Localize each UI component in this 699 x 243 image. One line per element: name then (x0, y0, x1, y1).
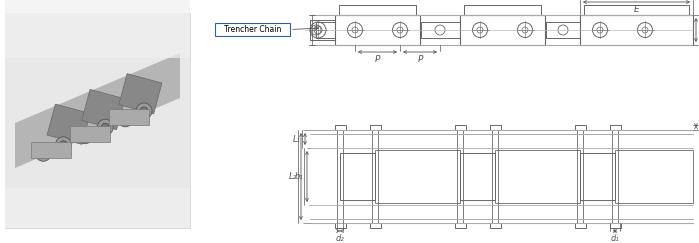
Bar (489, 223, 500, 228)
Polygon shape (15, 53, 180, 168)
Text: d₁: d₁ (611, 234, 619, 243)
Text: Trencher Chain: Trencher Chain (224, 25, 281, 34)
Bar (5, 13, 190, 228)
Bar (615, 150, 693, 203)
Bar (119, 74, 162, 114)
Bar (339, 5, 416, 15)
Bar (47, 104, 90, 144)
Bar (580, 15, 693, 45)
Circle shape (97, 119, 113, 135)
Bar (5, 188, 190, 228)
Circle shape (35, 145, 51, 161)
Bar (454, 125, 466, 130)
Circle shape (117, 111, 134, 127)
Bar (584, 5, 689, 15)
Bar (375, 150, 460, 203)
Circle shape (55, 137, 71, 153)
Bar (460, 153, 495, 200)
Circle shape (81, 132, 89, 140)
Bar (495, 150, 580, 203)
Bar (464, 5, 541, 15)
Bar (421, 22, 460, 38)
Text: d₂: d₂ (336, 234, 345, 243)
Bar (457, 130, 463, 223)
Circle shape (77, 128, 93, 144)
Bar (337, 130, 343, 223)
Text: L₁: L₁ (293, 134, 301, 144)
Bar (82, 89, 125, 130)
Bar (335, 125, 345, 130)
Circle shape (122, 115, 129, 123)
Bar (215, 23, 290, 36)
Bar (370, 125, 380, 130)
Bar (489, 125, 500, 130)
Bar (340, 153, 375, 200)
Text: P: P (375, 55, 380, 64)
Bar (372, 130, 378, 223)
Circle shape (140, 107, 148, 115)
Bar (335, 223, 345, 228)
Bar (575, 125, 586, 130)
Bar (610, 223, 621, 228)
Bar (335, 15, 420, 45)
Bar (546, 22, 580, 38)
Bar (612, 130, 618, 223)
Bar (610, 125, 621, 130)
Text: E: E (633, 5, 640, 14)
Circle shape (39, 149, 48, 157)
Bar (316, 22, 335, 38)
Bar (492, 130, 498, 223)
Bar (370, 223, 380, 228)
Bar (454, 223, 466, 228)
Bar (575, 223, 586, 228)
Circle shape (59, 141, 67, 149)
Bar (70, 126, 110, 142)
Bar (460, 15, 545, 45)
Bar (31, 142, 71, 158)
Bar (108, 110, 148, 125)
Text: L₂: L₂ (289, 172, 297, 181)
Bar (580, 153, 615, 200)
Text: b₁: b₁ (294, 172, 303, 181)
Bar (577, 130, 583, 223)
Bar (5, 13, 190, 228)
Circle shape (136, 103, 152, 119)
Text: P: P (417, 55, 423, 64)
Circle shape (101, 123, 109, 131)
Bar (5, 0, 190, 58)
